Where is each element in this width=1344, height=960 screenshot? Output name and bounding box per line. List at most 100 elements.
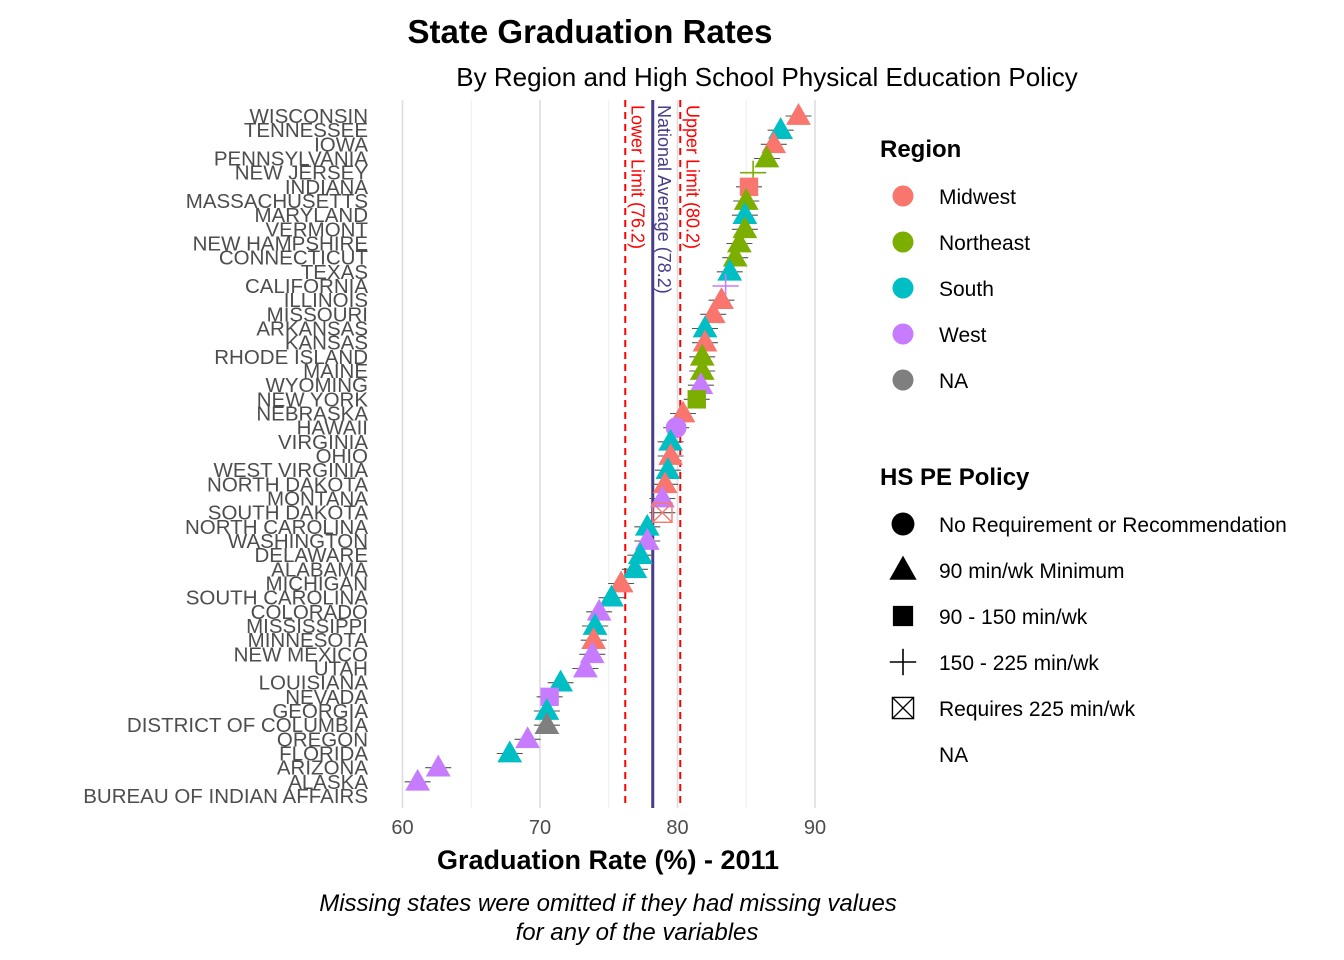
y-label-35: COLORADO	[251, 601, 368, 624]
point-46	[425, 754, 451, 777]
y-label-40: LOUISIANA	[259, 672, 369, 695]
region-label-3: West	[939, 324, 987, 347]
y-label-44: OREGON	[277, 728, 368, 751]
point-15	[692, 315, 718, 338]
y-label-0: WISCONSIN	[250, 105, 368, 128]
region-legend: Region Midwest Northeast South West NA	[880, 136, 1030, 393]
policy-label-0: No Requirement or Recommendation	[939, 514, 1287, 537]
caption-line-2: for any of the variables	[516, 919, 759, 946]
y-label-47: ALASKA	[288, 771, 368, 794]
point-18	[689, 357, 715, 380]
y-label-9: NEW HAMPSHIRE	[193, 233, 368, 256]
region-label-2: South	[939, 278, 994, 301]
point-12	[713, 274, 738, 298]
policy-key-4-box	[891, 696, 915, 720]
y-label-5: INDIANA	[285, 176, 368, 199]
chart-title: State Graduation Rates	[408, 13, 773, 50]
y-label-45: FLORIDA	[279, 743, 368, 766]
y-label-2: IOWA	[314, 133, 368, 156]
region-legend-title: Region	[880, 136, 961, 163]
point-42	[534, 697, 560, 720]
data-points	[404, 102, 812, 791]
point-16	[692, 329, 718, 352]
y-label-29: NORTH CAROLINA	[185, 516, 368, 539]
y-label-41: NEVADA	[285, 686, 368, 709]
chart-subtitle: By Region and High School Physical Educa…	[456, 62, 1077, 92]
policy-label-5: NA	[939, 744, 968, 767]
point-28	[652, 502, 673, 523]
y-label-27: MONTANA	[267, 488, 368, 511]
y-label-36: MISSISSIPPI	[246, 615, 368, 638]
y-label-32: ALABAMA	[271, 558, 368, 581]
point-7	[732, 202, 758, 224]
point-37	[581, 627, 607, 649]
point-47	[405, 768, 431, 791]
reference-label-2: Upper Limit (80.2)	[682, 105, 702, 249]
point-11	[717, 258, 743, 281]
y-label-39: UTAH	[314, 658, 368, 681]
y-label-10: CONNECTICUT	[219, 247, 369, 270]
y-label-20: NEW YORK	[257, 388, 369, 411]
caption-line-1: Missing states were omitted if they had …	[319, 890, 897, 917]
y-label-26: NORTH DAKOTA	[207, 473, 368, 496]
point-28-d2	[652, 502, 673, 523]
y-label-8: VERMONT	[266, 218, 369, 241]
point-9	[726, 230, 752, 253]
region-label-0: Midwest	[939, 186, 1016, 209]
point-20	[687, 390, 706, 409]
x-tick-0: 60	[391, 817, 413, 839]
point-33	[608, 570, 634, 593]
region-key-0	[892, 185, 914, 207]
y-label-21: NEBRASKA	[256, 403, 368, 426]
y-label-12: CALIFORNIA	[245, 275, 368, 298]
y-label-11: TEXAS	[301, 261, 368, 284]
reference-label-0: Lower Limit (76.2)	[627, 105, 647, 249]
y-label-14: MISSOURI	[267, 303, 368, 326]
policy-label-1: 90 min/wk Minimum	[939, 560, 1125, 583]
y-label-33: MICHIGAN	[266, 573, 369, 596]
y-label-28: SOUTH DAKOTA	[208, 502, 369, 525]
point-27	[649, 485, 675, 508]
point-21	[670, 400, 696, 423]
policy-key-2	[892, 605, 914, 627]
point-40	[548, 669, 574, 692]
point-24	[658, 442, 684, 465]
x-tick-1: 70	[529, 817, 551, 839]
point-32	[622, 556, 648, 579]
point-14	[700, 301, 726, 324]
point-28-box	[652, 502, 673, 523]
y-label-22: HAWAII	[297, 417, 368, 440]
reference-lines: Lower Limit (76.2) National Average (78.2…	[624, 100, 702, 808]
policy-label-3: 150 - 225 min/wk	[939, 652, 1099, 675]
y-label-31: DELAWARE	[254, 544, 368, 567]
y-label-38: NEW MEXICO	[234, 643, 368, 666]
point-29	[634, 513, 660, 536]
point-45	[497, 740, 523, 763]
point-39	[572, 655, 598, 678]
y-label-24: OHIO	[316, 445, 368, 468]
x-axis-title: Graduation Rate (%) - 2011	[437, 845, 779, 875]
policy-label-4: Requires 225 min/wk	[939, 698, 1136, 721]
region-key-4	[892, 369, 914, 391]
y-label-7: MARYLAND	[254, 204, 368, 227]
point-34	[599, 584, 624, 607]
y-label-15: ARKANSAS	[256, 318, 368, 341]
point-26	[652, 471, 678, 494]
policy-key-0	[891, 512, 915, 536]
region-label-1: Northeast	[939, 232, 1030, 255]
point-23	[658, 428, 684, 451]
y-label-42: GEORGIA	[272, 700, 368, 723]
y-label-16: KANSAS	[285, 332, 368, 355]
y-label-3: PENNSYLVANIA	[214, 148, 369, 171]
region-label-4: NA	[939, 370, 968, 393]
x-axis-ticks: 60 70 80 90	[391, 817, 826, 839]
y-label-18: MAINE	[303, 360, 368, 383]
point-3	[754, 145, 780, 168]
y-label-34: SOUTH CAROLINA	[186, 587, 369, 610]
policy-key-1	[889, 555, 917, 580]
y-label-6: MASSACHUSETTS	[186, 190, 368, 213]
y-label-1: TENNESSEE	[244, 119, 368, 142]
point-6	[733, 187, 759, 210]
policy-key-4	[891, 696, 915, 720]
